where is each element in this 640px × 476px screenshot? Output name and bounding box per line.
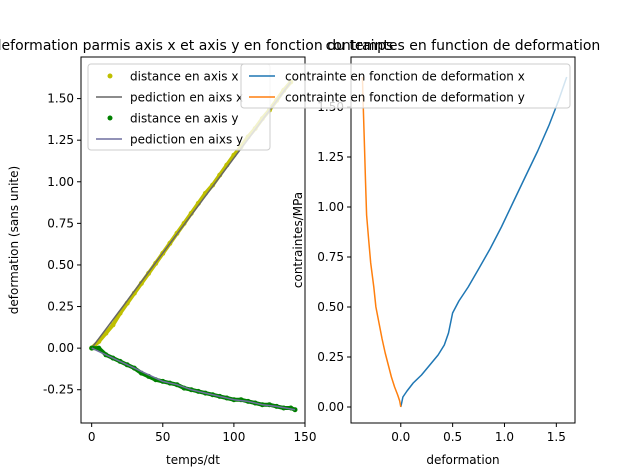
chart-right-x-tick-label: 0.5 xyxy=(443,430,462,444)
legend-label-prediction-x: pediction en aixs x xyxy=(130,91,243,105)
chart-right-x-label: deformation xyxy=(426,453,499,467)
chart-left-x-ticks: 0 50 100 150 xyxy=(88,423,317,444)
chart-right-x-tick-label: 1.5 xyxy=(547,430,566,444)
chart-right-legend-box xyxy=(240,63,571,109)
series-contrainte-en-fonction-de-deformation-x-line xyxy=(400,76,568,408)
chart-right-x-ticks: 0.0 0.5 1.0 1.5 xyxy=(391,423,566,444)
chart-left-y-tick-label: 0.00 xyxy=(47,341,74,355)
chart-left-y-tick-label: 1.50 xyxy=(47,92,74,106)
chart-right-title: contraintes en function de deformation xyxy=(326,38,601,54)
chart-right-x-tick-label: 1.0 xyxy=(495,430,514,444)
chart-left-y-tick-label: 0.75 xyxy=(47,216,74,230)
chart-right: 0.0 0.5 1.0 1.5 0.00 0.25 0.50 0.75 1.00 1.25 1.5… xyxy=(240,56,576,467)
chart-right-y-label: contraintes/MPa xyxy=(291,192,305,288)
legend-marker-distance-x xyxy=(107,73,113,79)
legend-marker-distance-y xyxy=(107,115,113,121)
chart-left-y-tick-label: 0.50 xyxy=(47,258,74,272)
chart-left-x-tick-label: 50 xyxy=(155,430,170,444)
chart-left-y-tick-label: 0.25 xyxy=(47,300,74,314)
chart-left-y-tick-label: 1.25 xyxy=(47,133,74,147)
chart-left-title: deformation parmis axis x et axis y en f… xyxy=(0,38,393,54)
chart-left-y-tick-label: 1.00 xyxy=(47,175,74,189)
chart-left-x-tick-label: 100 xyxy=(222,430,245,444)
legend-label-contrainte-x: contrainte en fonction de deformation x xyxy=(285,70,525,84)
chart-right-marks xyxy=(361,76,568,408)
chart-right-y-tick-label: 0.00 xyxy=(317,400,344,414)
chart-right-y-tick-label: 1.00 xyxy=(317,200,344,214)
chart-left-y-ticks: -0.25 0.00 0.25 0.50 0.75 1.00 1.25 1.50 xyxy=(43,92,81,397)
chart-right-y-tick-label: 0.25 xyxy=(317,350,344,364)
chart-right-y-tick-label: 0.50 xyxy=(317,300,344,314)
chart-left: 0 50 100 150 -0.25 0.00 0.25 0.50 0.75 1.00 1.25 1… xyxy=(7,56,317,467)
legend-label-distance-y: distance en axis y xyxy=(130,112,238,126)
chart-right-y-tick-label: 0.75 xyxy=(317,250,344,264)
chart-right-x-tick-label: 0.0 xyxy=(391,430,410,444)
chart-right-legend: contrainte en fonction de deformation x … xyxy=(240,63,571,109)
series-contrainte-en-fonction-de-deformation-y-line xyxy=(361,76,402,408)
series-distance-en-axis-x-point xyxy=(110,322,116,328)
legend-label-contrainte-y: contrainte en fonction de deformation y xyxy=(285,91,525,105)
chart-left-x-tick-label: 150 xyxy=(294,430,317,444)
chart-right-y-tick-label: 1.25 xyxy=(317,150,344,164)
chart-left-y-tick-label: -0.25 xyxy=(43,383,74,397)
chart-right-frame xyxy=(350,56,576,424)
series-distance-en-axis-y-point xyxy=(96,345,102,351)
chart-left-legend: distance en axis x pediction en aixs x d… xyxy=(87,63,271,151)
legend-label-prediction-y: pediction en aixs y xyxy=(130,133,243,147)
chart-left-x-tick-label: 0 xyxy=(88,430,96,444)
chart-left-frame xyxy=(80,56,306,424)
chart-left-y-label: deformation (sans unite) xyxy=(7,166,21,314)
chart-left-x-label: temps/dt xyxy=(166,453,220,467)
legend-label-distance-x: distance en axis x xyxy=(130,70,238,84)
series-pediction-en-aixs-y-line xyxy=(91,347,296,411)
